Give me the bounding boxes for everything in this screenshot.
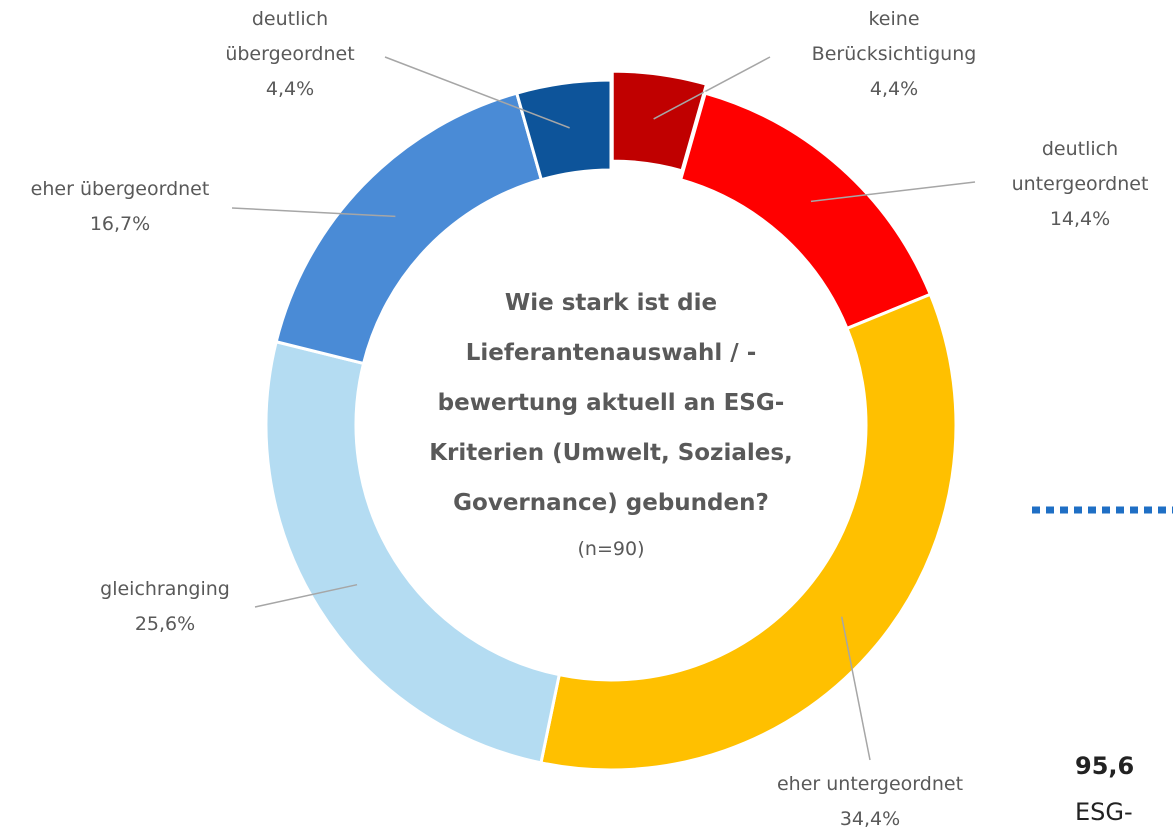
value-label: 25,6% — [134, 613, 196, 635]
value-label: 34,4% — [839, 808, 901, 830]
slice-label: keine Berücksichtigung 4,4% — [812, 2, 977, 107]
leader-line — [840, 616, 871, 761]
category-label: deutlich untergeordnet — [1011, 138, 1149, 195]
value-label: 4,4% — [265, 78, 315, 100]
slice-label: gleichranging 25,6% — [100, 572, 230, 642]
leader-line — [810, 181, 976, 203]
value-label: 16,7% — [89, 213, 151, 235]
category-label: eher übergeordnet — [30, 178, 210, 200]
donut-slice — [264, 339, 562, 765]
leader-line — [653, 56, 771, 120]
slice-label: eher übergeordnet 16,7% — [31, 172, 210, 242]
annotation: 95,6 — [1075, 752, 1135, 780]
donut-slice — [514, 78, 613, 182]
category-label: gleichranging — [100, 578, 230, 600]
value-label: 14,4% — [1049, 208, 1111, 230]
donut-slice — [539, 292, 958, 772]
slice-label: deutlich übergeordnet 4,4% — [225, 2, 354, 107]
category-label: keine Berücksichtigung — [811, 8, 977, 65]
annotation: ESG- — [1075, 798, 1133, 826]
chart-title: Wie stark ist die Lieferantenauswahl / -… — [429, 290, 793, 516]
value-label: 4,4% — [869, 78, 919, 100]
category-label: deutlich übergeordnet — [225, 8, 355, 65]
leader-line — [384, 56, 570, 129]
leader-line — [254, 583, 358, 608]
slice-label: eher untergeordnet 34,4% — [777, 767, 963, 837]
leader-line — [231, 207, 396, 218]
chart-subtitle: (n=90) — [577, 538, 645, 560]
category-label: eher untergeordnet — [776, 773, 964, 795]
slice-label: deutlich untergeordnet 14,4% — [1012, 132, 1149, 237]
